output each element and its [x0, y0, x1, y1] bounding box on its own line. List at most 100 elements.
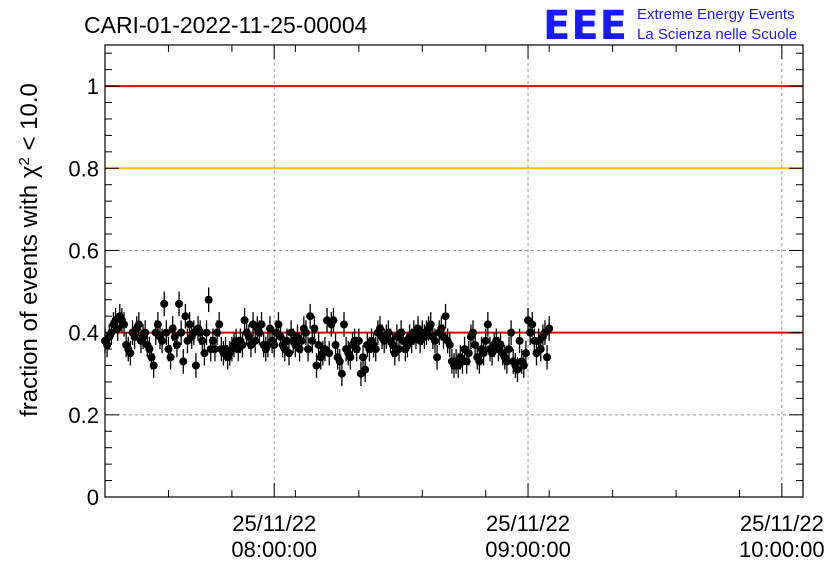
logo-mark: EEE — [543, 3, 628, 49]
data-point — [162, 328, 171, 337]
data-point — [181, 312, 190, 321]
y-tick-label: 0.6 — [68, 238, 99, 263]
data-point — [251, 336, 260, 345]
data-point — [191, 361, 200, 370]
data-point — [208, 336, 217, 345]
data-point — [149, 361, 158, 370]
data-point — [445, 340, 454, 349]
data-point — [257, 320, 266, 329]
data-point — [141, 328, 150, 337]
data-point — [310, 324, 319, 333]
y-tick-label: 0.4 — [68, 321, 99, 346]
data-point — [185, 320, 194, 329]
plot-frame — [104, 44, 804, 498]
data-point — [285, 349, 294, 358]
data-point — [346, 353, 355, 362]
y-tick-label: 0.2 — [68, 403, 99, 428]
data-point — [335, 357, 344, 366]
chart-title: CARI-01-2022-11-25-00004 — [84, 12, 368, 38]
data-point — [430, 336, 439, 345]
data-point — [325, 349, 334, 358]
data-point — [526, 328, 535, 337]
data-point — [331, 340, 340, 349]
data-point — [312, 361, 321, 370]
data-point — [337, 369, 346, 378]
x-tick-label-date: 25/11/22 — [232, 511, 316, 536]
x-tick-label-time: 08:00:00 — [231, 537, 317, 562]
data-point — [515, 336, 524, 345]
y-axis-label: fraction of events with χ2 < 10.0 — [16, 83, 44, 417]
axis-ticks — [104, 45, 804, 498]
data-point — [340, 320, 349, 329]
data-point — [521, 349, 530, 358]
y-tick-label: 0 — [87, 485, 99, 510]
data-point — [301, 328, 310, 337]
logo-line-2: La Scienza nelle Scuole — [637, 26, 797, 43]
data-point — [103, 340, 112, 349]
data-point — [536, 345, 545, 354]
data-point — [519, 361, 528, 370]
data-point — [204, 295, 213, 304]
data-point — [528, 320, 537, 329]
data-point — [297, 336, 306, 345]
data-point — [270, 340, 279, 349]
data-point — [255, 328, 264, 337]
data-point — [160, 299, 169, 308]
data-point — [120, 320, 129, 329]
y-tick-labels: 0 0.2 0.4 0.6 0.8 1 — [68, 74, 99, 510]
data-point — [134, 320, 143, 329]
data-point — [504, 345, 513, 354]
grid — [105, 45, 803, 497]
data-points — [101, 287, 554, 387]
data-point — [395, 345, 404, 354]
data-point — [483, 320, 492, 329]
data-point — [306, 312, 315, 321]
data-point — [304, 345, 313, 354]
x-tick-label-date: 25/11/22 — [740, 511, 824, 536]
data-point — [126, 349, 135, 358]
x-tick-label-date: 25/11/22 — [486, 511, 570, 536]
data-point — [329, 316, 338, 325]
data-point — [469, 328, 478, 337]
eee-logo: EEE Extreme Energy Events La Scienza nel… — [543, 3, 797, 49]
data-point — [426, 320, 435, 329]
logo-line-1: Extreme Energy Events — [637, 6, 795, 23]
data-point — [166, 353, 175, 362]
data-point — [179, 357, 188, 366]
data-point — [359, 353, 368, 362]
data-point — [175, 299, 184, 308]
data-point — [202, 328, 211, 337]
data-point — [496, 340, 505, 349]
data-point — [464, 349, 473, 358]
data-point — [172, 340, 181, 349]
data-point — [210, 345, 219, 354]
data-point — [513, 365, 522, 374]
data-point — [238, 340, 247, 349]
data-point — [354, 336, 363, 345]
data-point — [437, 324, 446, 333]
data-point — [361, 365, 370, 374]
data-point — [371, 345, 380, 354]
data-point — [158, 336, 167, 345]
x-tick-label-time: 10:00:00 — [739, 537, 825, 562]
data-point — [177, 328, 186, 337]
data-point — [153, 320, 162, 329]
data-point — [433, 353, 442, 362]
data-point — [397, 328, 406, 337]
reference-lines — [105, 85, 803, 334]
data-point — [475, 357, 484, 366]
data-point — [441, 312, 450, 321]
data-point — [507, 328, 516, 337]
data-point — [295, 345, 304, 354]
data-point — [164, 345, 173, 354]
data-point — [215, 320, 224, 329]
data-point — [200, 349, 209, 358]
data-point — [375, 324, 384, 333]
data-point — [543, 353, 552, 362]
data-point — [145, 345, 154, 354]
data-point — [462, 357, 471, 366]
data-point — [352, 345, 361, 354]
data-point — [168, 324, 177, 333]
data-point — [274, 320, 283, 329]
